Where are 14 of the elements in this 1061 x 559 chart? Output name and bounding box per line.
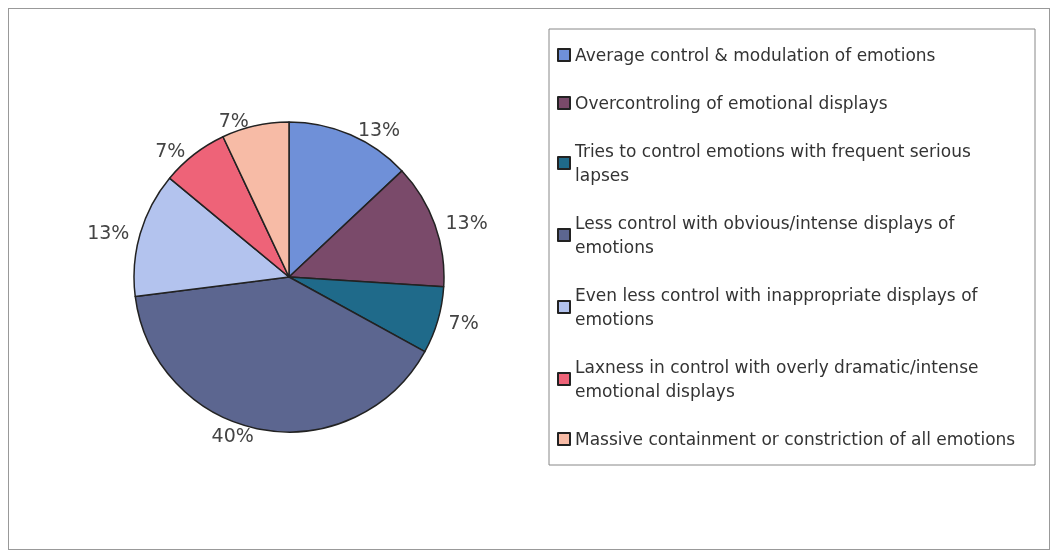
data-label: 7% [218, 108, 249, 131]
legend-label: Overcontroling of emotional displays [575, 93, 888, 113]
legend-label: Laxness in control with overly dramatic/intense emotional displays [575, 357, 984, 401]
data-label: 40% [211, 424, 254, 447]
legend-label: Less control with obvious/intense displays of emotions [575, 213, 960, 257]
legend-label: Massive containment or constriction of all emotions [575, 429, 1016, 449]
legend-label: Average control & modulation of emotions [575, 45, 936, 65]
data-label: 7% [448, 310, 479, 333]
data-label: 7% [155, 138, 186, 161]
data-label: 13% [357, 118, 401, 141]
legend-label: Even less control with inappropriate displays of emotions [575, 285, 983, 329]
data-label: 13% [445, 211, 488, 234]
data-label: 13% [87, 221, 130, 244]
legend-label: Tries to control emotions with frequent serious lapses [574, 141, 977, 185]
